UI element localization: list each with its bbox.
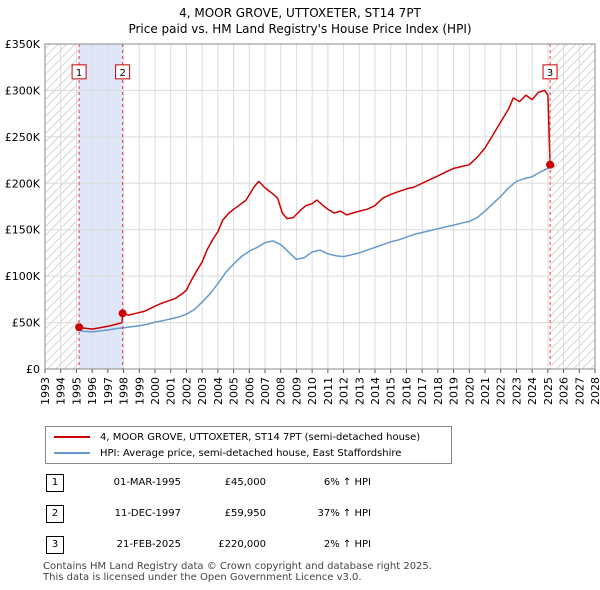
chart-subtitle: Price paid vs. HM Land Registry's House … <box>128 22 472 36</box>
transaction-price: £45,000 <box>224 477 266 488</box>
y-tick-label: £0 <box>26 363 40 376</box>
y-tick-label: £300K <box>5 84 41 97</box>
x-tick-label: 2028 <box>589 377 600 405</box>
footer-license: This data is licensed under the Open Gov… <box>43 572 362 583</box>
x-tick-label: 2014 <box>369 377 382 405</box>
transaction-row: 3 21-FEB-2025 £220,000 2% ↑ HPI <box>46 536 446 554</box>
legend-item-hpi: HPI: Average price, semi-detached house,… <box>54 445 401 461</box>
transaction-row: 1 01-MAR-1995 £45,000 6% ↑ HPI <box>46 474 446 492</box>
x-tick-label: 1997 <box>102 377 115 405</box>
legend-swatch-property <box>54 436 90 438</box>
x-tick-label: 2011 <box>322 377 335 405</box>
x-tick-label: 2025 <box>542 377 555 405</box>
sale-label-box <box>542 64 558 80</box>
x-tick-label: 2013 <box>353 377 366 405</box>
sale-point <box>75 323 84 332</box>
x-tick-label: 2026 <box>558 377 571 405</box>
x-tick-label: 2006 <box>243 377 256 405</box>
x-tick-label: 2004 <box>212 377 225 405</box>
transaction-price: £220,000 <box>218 539 266 550</box>
plot-frame <box>44 43 596 370</box>
x-tick-label: 2016 <box>400 377 413 405</box>
sale-label-box <box>71 64 87 80</box>
x-tick-label: 2021 <box>479 377 492 405</box>
sale-label: 3 <box>547 68 553 79</box>
x-tick-label: 2012 <box>338 377 351 405</box>
x-tick-label: 1996 <box>86 377 99 405</box>
transaction-hpi: 6% ↑ HPI <box>323 477 371 488</box>
y-tick-label: £100K <box>5 270 41 283</box>
x-tick-label: 2019 <box>448 377 461 405</box>
price-chart: 1 2 3 1993 1994 1995 1996 1997 1998 1999 2000 2001… <box>5 38 600 405</box>
transaction-date: 11-DEC-1997 <box>114 508 181 519</box>
series-line-hpi <box>76 165 555 333</box>
y-tick-label: £50K <box>12 317 41 330</box>
x-tick-label: 2007 <box>259 377 272 405</box>
x-tick-label: 2005 <box>228 377 241 405</box>
hatched-region <box>45 44 80 369</box>
y-tick-label: £350K <box>5 38 41 51</box>
y-tick-label: £250K <box>5 131 41 144</box>
x-tick-label: 2010 <box>306 377 319 405</box>
x-tick-label: 2024 <box>526 377 539 405</box>
x-tick-label: 2002 <box>180 377 193 405</box>
chart-title: 4, MOOR GROVE, UTTOXETER, ST14 7PT <box>179 6 421 20</box>
x-tick-label: 2027 <box>573 377 586 405</box>
x-tick-label: 2009 <box>290 377 303 405</box>
shaded-holding-period <box>79 44 123 369</box>
x-tick-label: 2015 <box>385 377 398 405</box>
x-tick-label: 2001 <box>165 377 178 405</box>
x-tick-label: 1994 <box>55 377 68 405</box>
y-tick-label: £200K <box>5 177 41 190</box>
legend-label-hpi: HPI: Average price, semi-detached house,… <box>100 447 402 459</box>
transaction-badge: 2 <box>46 505 64 523</box>
sale-label: 2 <box>119 68 125 79</box>
x-tick-label: 1995 <box>70 377 83 405</box>
transaction-hpi: 2% ↑ HPI <box>323 539 371 550</box>
hatched-region <box>550 44 595 369</box>
transaction-badge: 1 <box>46 474 64 492</box>
y-tick-label: £150K <box>5 224 41 237</box>
x-tick-label: 1999 <box>133 377 146 405</box>
x-tick-label: 2020 <box>463 377 476 405</box>
footer-copyright: Contains HM Land Registry data © Crown c… <box>43 561 432 572</box>
x-tick-label: 2003 <box>196 377 209 405</box>
series-line-property <box>78 89 555 330</box>
sale-point <box>118 309 127 318</box>
legend-label-property: 4, MOOR GROVE, UTTOXETER, ST14 7PT (semi… <box>100 431 421 443</box>
transaction-row: 2 11-DEC-1997 £59,950 37% ↑ HPI <box>46 505 446 523</box>
x-tick-label: 2018 <box>432 377 445 405</box>
x-tick-label: 1998 <box>118 377 131 405</box>
transaction-price: £59,950 <box>224 508 266 519</box>
x-tick-label: 2022 <box>495 377 508 405</box>
transaction-hpi: 37% ↑ HPI <box>317 508 371 519</box>
sale-label-box <box>115 64 131 80</box>
x-tick-label: 2000 <box>149 377 162 405</box>
transaction-date: 21-FEB-2025 <box>116 539 181 550</box>
chart-legend: 4, MOOR GROVE, UTTOXETER, ST14 7PT (semi… <box>45 426 452 464</box>
x-tick-label: 2023 <box>510 377 523 405</box>
transaction-badge: 3 <box>46 536 64 554</box>
x-tick-label: 2008 <box>275 377 288 405</box>
legend-item-property: 4, MOOR GROVE, UTTOXETER, ST14 7PT (semi… <box>54 429 420 445</box>
sale-point <box>546 160 555 169</box>
legend-swatch-hpi <box>54 452 90 454</box>
transaction-date: 01-MAR-1995 <box>113 477 181 488</box>
x-tick-label: 1993 <box>39 377 52 405</box>
sale-label: 1 <box>76 68 82 79</box>
x-tick-label: 2017 <box>416 377 429 405</box>
